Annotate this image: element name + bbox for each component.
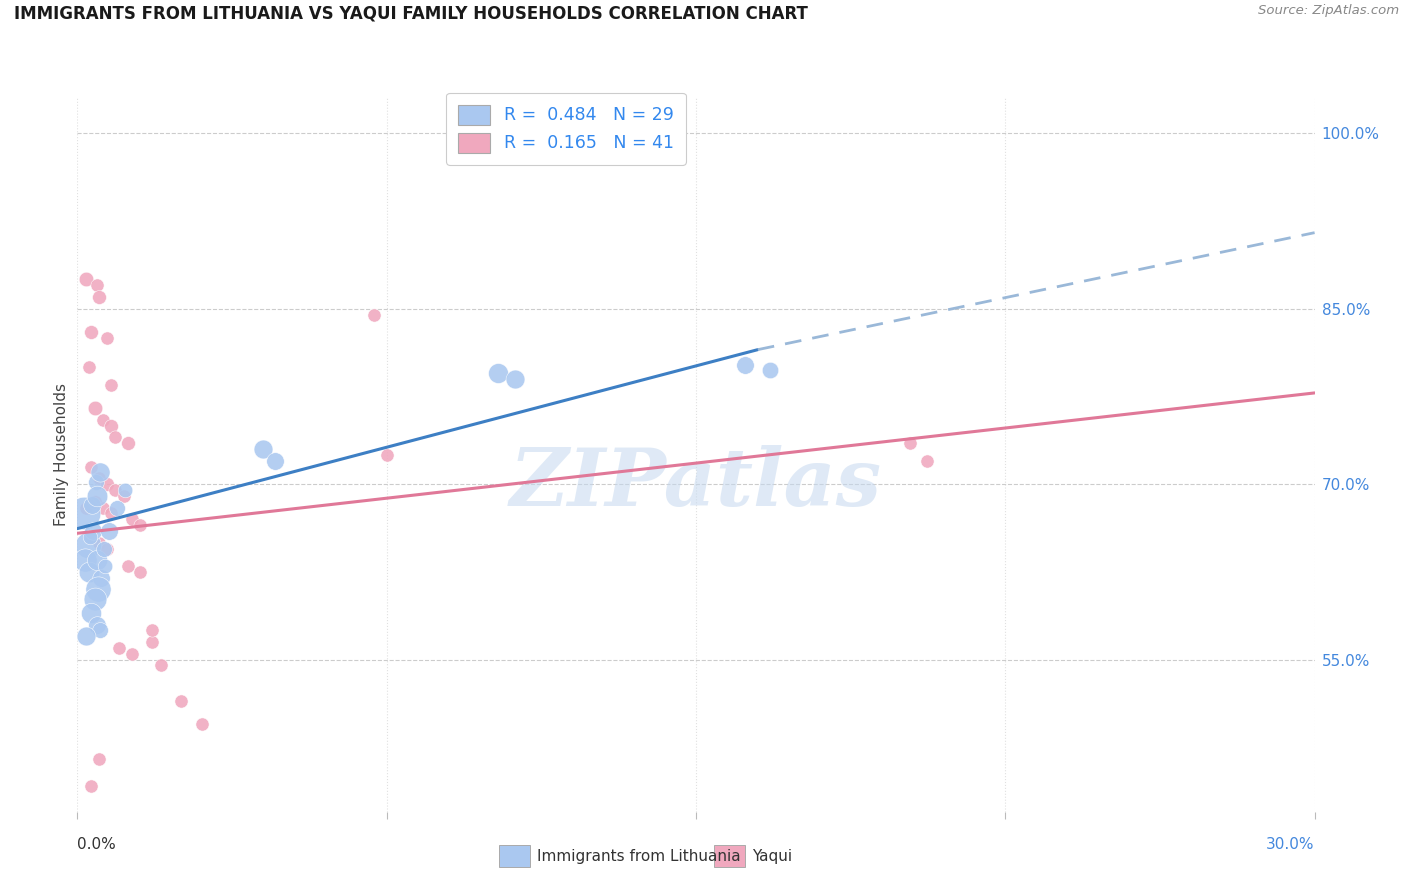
Point — [86, 278, 108, 293]
Point — [79, 325, 101, 339]
Point — [100, 377, 122, 392]
Point — [82, 524, 104, 538]
Text: Immigrants from Lithuania: Immigrants from Lithuania — [537, 849, 741, 863]
Point — [117, 436, 139, 450]
Point — [915, 454, 938, 468]
Point — [89, 624, 111, 638]
Point — [79, 530, 101, 544]
Point — [98, 524, 121, 538]
Point — [734, 358, 756, 372]
Text: ZIPatlas: ZIPatlas — [510, 445, 882, 522]
Point — [114, 483, 136, 497]
Point — [96, 331, 118, 345]
Point — [503, 372, 526, 386]
Point — [86, 617, 108, 632]
Point — [94, 559, 117, 574]
Point — [77, 360, 100, 375]
Text: Yaqui: Yaqui — [752, 849, 793, 863]
Point — [75, 500, 97, 515]
Point — [79, 459, 101, 474]
Point — [100, 418, 122, 433]
Point — [363, 308, 385, 322]
Point — [84, 475, 107, 489]
Point — [93, 541, 115, 556]
Point — [79, 779, 101, 793]
Text: Source: ZipAtlas.com: Source: ZipAtlas.com — [1258, 4, 1399, 18]
Text: IMMIGRANTS FROM LITHUANIA VS YAQUI FAMILY HOUSEHOLDS CORRELATION CHART: IMMIGRANTS FROM LITHUANIA VS YAQUI FAMIL… — [14, 4, 808, 22]
Point — [141, 635, 163, 649]
Point — [96, 541, 118, 556]
Point — [87, 471, 110, 485]
Point — [96, 477, 118, 491]
Point — [87, 582, 110, 597]
Point — [191, 717, 214, 731]
Point — [77, 565, 100, 579]
Point — [108, 640, 131, 655]
Point — [129, 518, 152, 533]
Y-axis label: Family Households: Family Households — [53, 384, 69, 526]
Point — [87, 752, 110, 766]
Point — [900, 436, 922, 450]
Point — [80, 498, 103, 512]
Point — [91, 413, 114, 427]
Point — [759, 362, 782, 376]
Point — [170, 693, 193, 707]
Point — [375, 448, 398, 462]
Point — [76, 538, 98, 552]
Point — [79, 530, 101, 544]
Point — [105, 500, 128, 515]
Point — [87, 290, 110, 304]
Point — [129, 565, 152, 579]
Point — [121, 647, 143, 661]
Point — [83, 591, 105, 606]
Point — [252, 442, 274, 456]
Point — [79, 606, 101, 620]
Text: 0.0%: 0.0% — [77, 837, 117, 852]
Point — [141, 624, 163, 638]
Text: 30.0%: 30.0% — [1267, 837, 1315, 852]
Point — [117, 559, 139, 574]
Point — [83, 401, 105, 416]
Point — [75, 629, 97, 643]
Point — [91, 500, 114, 515]
Point — [149, 658, 172, 673]
Point — [121, 512, 143, 526]
Point — [100, 507, 122, 521]
Point — [112, 489, 135, 503]
Point — [83, 494, 105, 508]
Point — [264, 454, 287, 468]
Point — [486, 366, 509, 380]
Point — [87, 535, 110, 549]
Point — [86, 553, 108, 567]
Point — [86, 489, 108, 503]
Point — [90, 571, 112, 585]
Point — [89, 466, 111, 480]
Point — [72, 507, 94, 521]
Point — [73, 553, 96, 567]
Point — [104, 430, 127, 444]
Point — [75, 272, 97, 286]
Legend: R =  0.484   N = 29, R =  0.165   N = 41: R = 0.484 N = 29, R = 0.165 N = 41 — [446, 93, 686, 165]
Point — [104, 483, 127, 497]
